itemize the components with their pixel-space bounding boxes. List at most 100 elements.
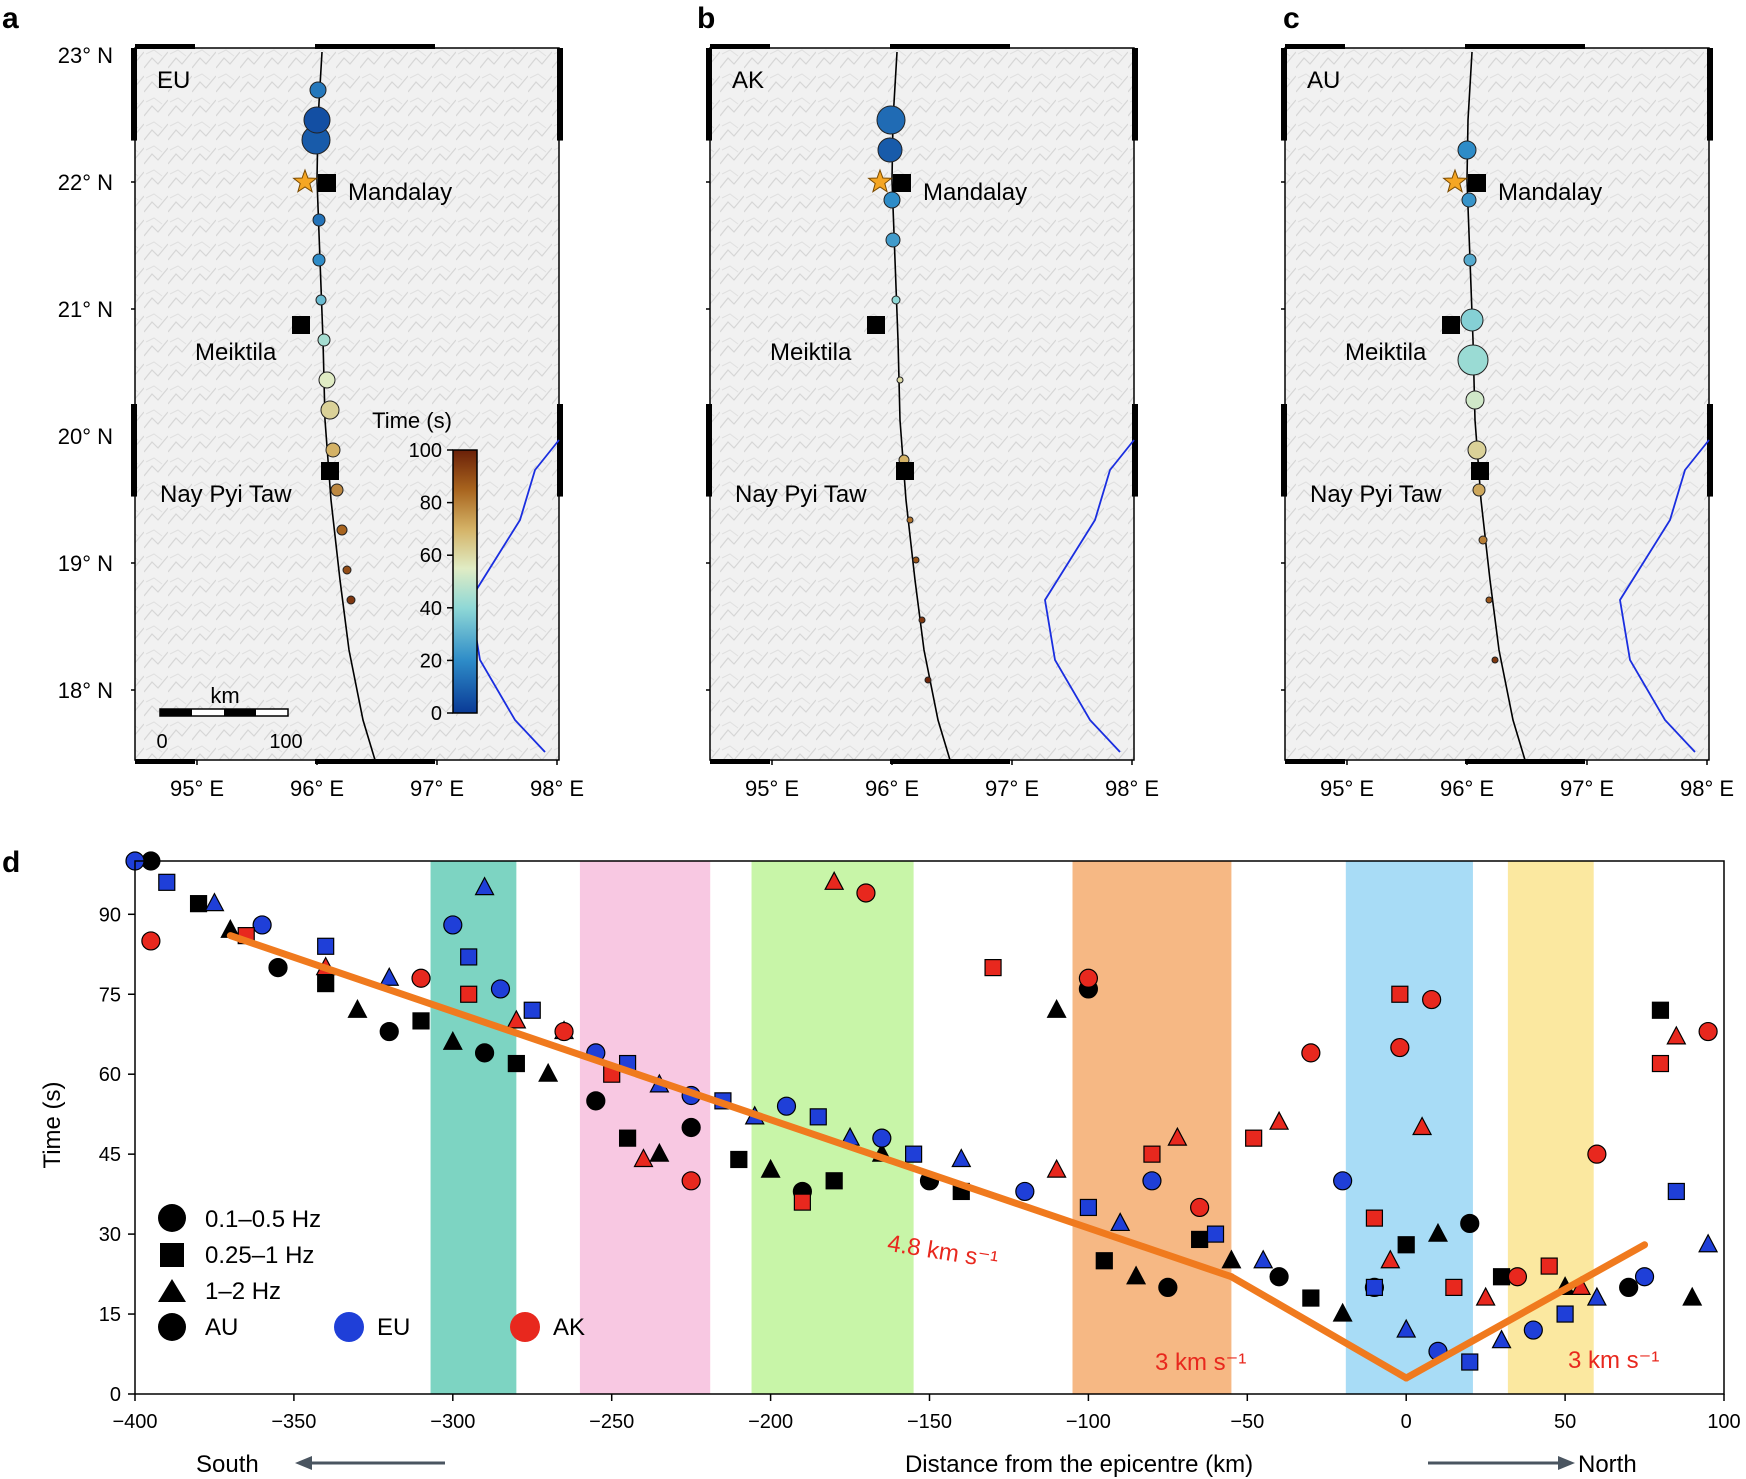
city-label: Meiktila: [770, 339, 852, 366]
fit-label-3-north: 3 km s⁻¹: [1568, 1347, 1659, 1374]
time-distance-chart: −400 −350 −300 −250 −200 −150 −100 −50 0 50 100 0 15…: [39, 851, 1741, 1478]
point-eu: [474, 876, 495, 896]
map-marker: [1467, 440, 1487, 460]
lon-label: 95° E: [745, 776, 799, 801]
city-marker: [292, 316, 310, 334]
map-marker: [320, 400, 340, 420]
lat-label: 22° N: [58, 170, 113, 195]
point-eu: [1556, 1305, 1574, 1323]
map-panels: Mandalay Meiktila Nay Pyi Taw EU a 23° N 22° N…: [2, 2, 1734, 801]
point-au: [1158, 1277, 1178, 1298]
velocity-band: [1507, 861, 1594, 1394]
colorbar-gradient: [452, 449, 478, 714]
map-marker: [312, 253, 326, 267]
point-au: [347, 998, 368, 1018]
map-marker: [1491, 656, 1499, 664]
lat-label: 18° N: [58, 678, 113, 703]
map-marker: [1461, 192, 1477, 208]
city-marker: [893, 174, 911, 192]
velocity-band: [430, 861, 517, 1394]
map-marker: [918, 616, 926, 624]
point-ak: [1651, 1054, 1670, 1073]
x-tick-label: −350: [271, 1411, 316, 1433]
point-eu: [1396, 1318, 1417, 1338]
plot-frame: [134, 860, 1725, 1395]
map-marker: [906, 516, 914, 524]
point-eu: [1523, 1320, 1543, 1340]
point-ak: [1078, 968, 1099, 988]
x-tick-label: 100: [1707, 1411, 1740, 1433]
legend-ak: AK: [553, 1314, 585, 1341]
point-au: [1460, 1213, 1480, 1234]
city-marker: [1442, 316, 1460, 334]
point-eu: [252, 915, 272, 935]
point-eu: [951, 1148, 972, 1168]
point-eu: [809, 1108, 827, 1126]
x-tick-label: −250: [589, 1411, 634, 1433]
point-eu: [1015, 1181, 1035, 1202]
lon-label: 96° E: [865, 776, 919, 801]
colorbar-tick: 80: [420, 493, 442, 515]
fit-line: [226, 932, 1235, 1281]
point-au: [1682, 1286, 1703, 1306]
point-ak: [1445, 1278, 1463, 1297]
point-eu: [317, 937, 335, 955]
point-au: [1221, 1249, 1242, 1269]
velocity-bands: [430, 861, 1594, 1394]
city-marker: [867, 316, 885, 334]
point-au: [649, 1142, 670, 1162]
map-marker: [885, 232, 901, 248]
x-tick-label: 0: [1401, 1411, 1412, 1433]
river-line: [1044, 439, 1135, 753]
north-label: North: [1578, 1451, 1637, 1478]
city-marker: [896, 462, 914, 480]
point-au: [474, 1043, 495, 1063]
colorbar-tick: 0: [431, 703, 442, 725]
panel-letter-d: d: [2, 846, 20, 879]
point-au: [189, 895, 208, 913]
lon-label: 95° E: [1320, 776, 1374, 801]
colorbar-tick: 100: [409, 440, 442, 462]
city-label: Nay Pyi Taw: [1310, 481, 1442, 508]
point-eu: [460, 948, 478, 966]
map-marker: [342, 565, 352, 575]
point-ak: [1391, 985, 1409, 1003]
city-marker: [1468, 174, 1486, 192]
point-ak: [1301, 1043, 1321, 1063]
south-label: South: [196, 1451, 259, 1478]
point-au: [618, 1129, 637, 1147]
map-marker: [312, 213, 326, 227]
point-au: [1269, 1267, 1289, 1287]
legend-eu-marker: [334, 1312, 364, 1342]
x-tick-label: −300: [430, 1411, 475, 1433]
point-au: [586, 1091, 606, 1111]
point-ak: [1412, 1116, 1433, 1136]
point-ak: [824, 871, 845, 890]
point-au: [412, 1012, 430, 1030]
point-au: [507, 1054, 525, 1073]
lat-label: 23° N: [58, 43, 113, 68]
y-tick-label: 60: [99, 1064, 121, 1086]
point-au: [1126, 1265, 1147, 1285]
city-label: Mandalay: [1498, 179, 1602, 206]
point-au: [825, 1172, 843, 1190]
south-arrow: South: [196, 1451, 445, 1478]
point-eu: [204, 892, 225, 912]
y-tick-label: 75: [99, 984, 121, 1006]
y-tick-label: 90: [99, 904, 121, 926]
point-eu: [443, 915, 463, 935]
legend-au: AU: [205, 1314, 238, 1341]
point-ak: [1507, 1267, 1528, 1287]
point-au: [1619, 1277, 1639, 1298]
scalebar: km 0 100: [156, 683, 302, 753]
rupture-trace: [316, 51, 376, 761]
y-tick-label: 30: [99, 1224, 121, 1246]
point-au: [538, 1062, 559, 1082]
point-au: [1427, 1222, 1448, 1242]
point-ak: [856, 883, 876, 903]
map-marker: [1485, 596, 1493, 604]
map-marker: [346, 595, 356, 605]
epicentre-star-icon: [867, 168, 893, 193]
colorbar-tick: 20: [420, 650, 442, 672]
